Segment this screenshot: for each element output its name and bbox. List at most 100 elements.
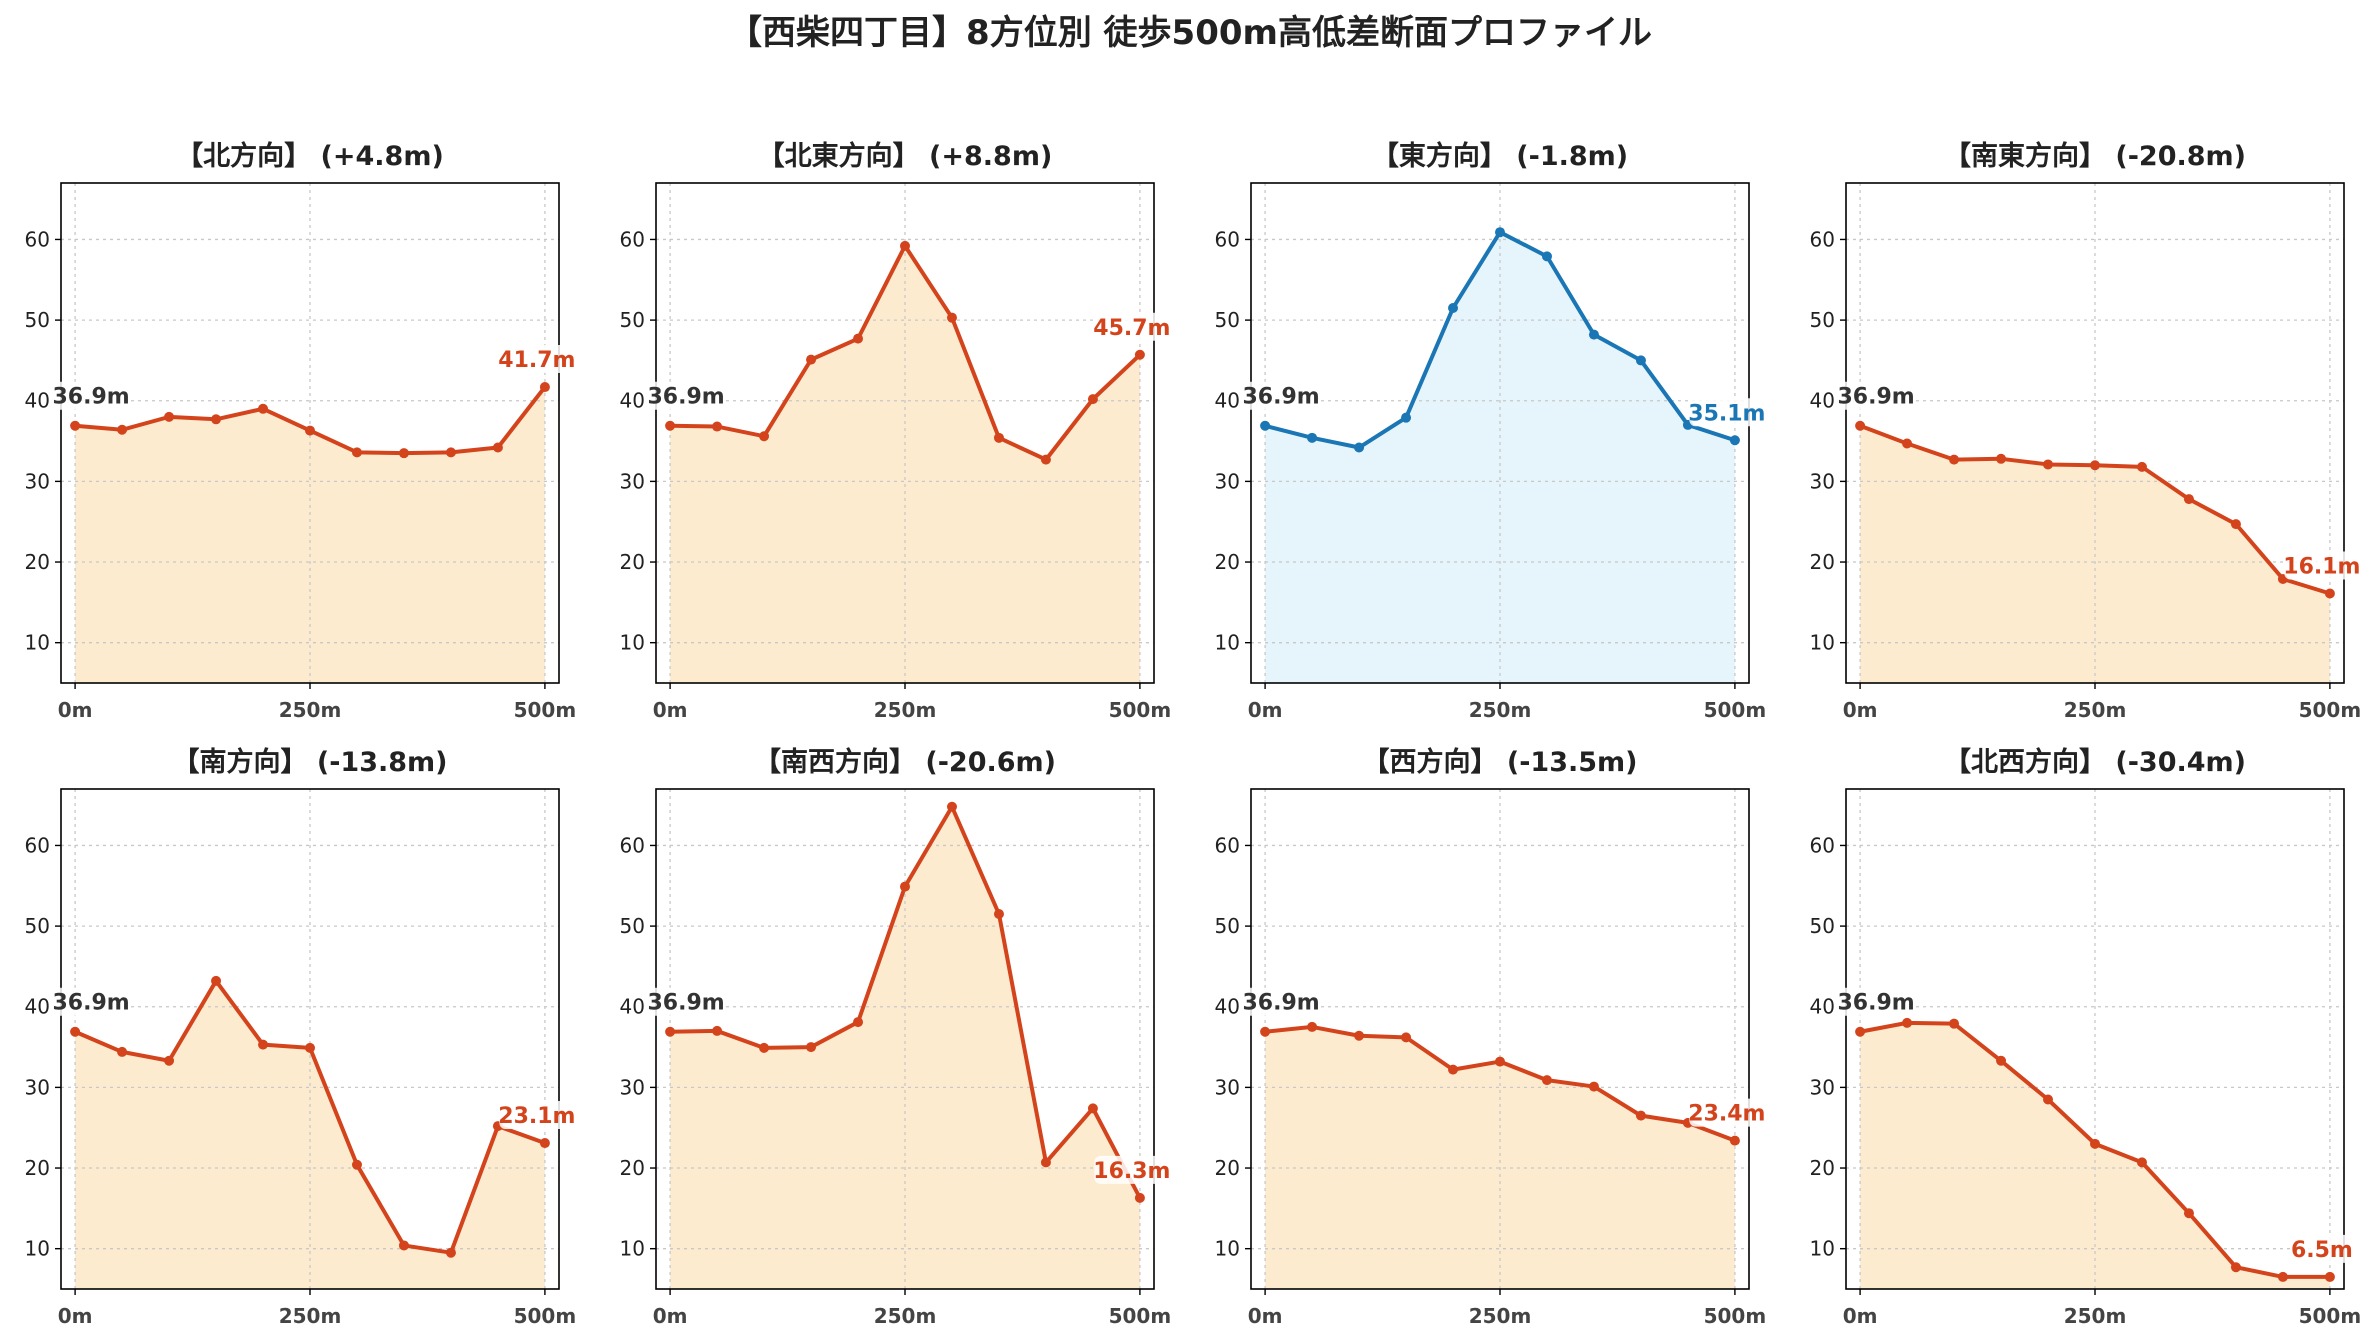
y-tick-label: 20 [1810, 550, 1835, 574]
x-tick-label: 500m [2299, 698, 2362, 722]
profile-point [305, 425, 315, 436]
x-tick-label: 250m [874, 698, 937, 722]
elevation-panel: 【西方向】 (-13.5m) 10 20 30 40 50 60 0m 250m 500m 36.9… [1215, 746, 1767, 1328]
profile-point [1307, 1021, 1318, 1032]
elevation-panel: 【南東方向】 (-20.8m) 10 20 30 40 50 60 0m 250m 500m 36.… [1810, 140, 2362, 722]
profile-point [1588, 1081, 1599, 1092]
profile-point [351, 447, 362, 458]
elevation-panel: 【北東方向】 (+8.8m) 10 20 30 40 50 60 0m 250m 500m 36.9… [620, 140, 1172, 722]
end-label-bg [1689, 1098, 1765, 1127]
start-label-bg [53, 987, 130, 1016]
profile-point [806, 1042, 817, 1053]
end-label-bg [1094, 1155, 1170, 1184]
y-tick-label: 40 [25, 389, 50, 413]
y-tick-label: 50 [25, 914, 50, 938]
start-elevation-label: 36.9m [1837, 385, 1914, 410]
profile-point [946, 801, 957, 812]
profile-point [1448, 1064, 1459, 1075]
x-tick-label: 0m [1843, 1304, 1878, 1328]
y-tick-label: 60 [620, 227, 645, 251]
y-tick-label: 20 [1215, 550, 1240, 574]
figure-title: 【西柴四丁目】8方位別 徒歩500m高低差断面プロファイル [728, 13, 1652, 53]
profile-point [398, 448, 409, 459]
x-tick-label: 500m [1704, 1304, 1767, 1328]
end-elevation-label: 16.3m [1093, 1159, 1170, 1184]
profile-point [1855, 1026, 1866, 1037]
end-label-bg [2284, 551, 2360, 580]
panel-title: 【南東方向】 (-20.8m) [1944, 140, 2246, 172]
profile-point [900, 881, 910, 892]
y-tick-label: 20 [25, 1156, 50, 1180]
profile-point [2090, 1138, 2100, 1149]
profile-point [2324, 588, 2335, 599]
profile-point [1401, 1032, 1412, 1043]
profile-point [2183, 494, 2194, 505]
y-tick-label: 40 [1810, 389, 1835, 413]
panel-title: 【南方向】 (-13.8m) [172, 746, 447, 778]
profile-point [211, 414, 222, 425]
profile-point [665, 1026, 676, 1037]
y-tick-label: 20 [1215, 1156, 1240, 1180]
y-tick-label: 50 [25, 308, 50, 332]
x-tick-label: 250m [2064, 698, 2127, 722]
profile-point [70, 420, 81, 431]
x-tick-label: 500m [514, 1304, 577, 1328]
x-tick-label: 500m [1704, 698, 1767, 722]
profile-point [445, 1247, 456, 1258]
profile-point [665, 420, 676, 431]
x-tick-label: 250m [1469, 698, 1532, 722]
profile-point [900, 240, 910, 251]
y-tick-label: 50 [1215, 914, 1240, 938]
y-tick-label: 30 [1810, 1075, 1835, 1099]
y-tick-label: 10 [25, 1237, 50, 1261]
profile-point [1635, 1110, 1646, 1121]
profile-point [258, 1039, 269, 1050]
y-tick-label: 50 [1810, 914, 1835, 938]
end-elevation-label: 41.7m [498, 348, 575, 373]
start-elevation-label: 36.9m [1242, 385, 1319, 410]
profile-point [1996, 1055, 2007, 1066]
y-tick-label: 50 [620, 914, 645, 938]
profile-point [1354, 1030, 1365, 1041]
y-tick-label: 40 [1215, 995, 1240, 1019]
start-label-bg [1243, 987, 1320, 1016]
profile-point [1902, 438, 1913, 449]
y-tick-label: 40 [620, 995, 645, 1019]
y-tick-label: 50 [620, 308, 645, 332]
profile-point [1588, 329, 1599, 340]
profile-point [853, 333, 864, 344]
start-label-bg [53, 381, 130, 410]
profile-point [2230, 519, 2241, 530]
start-elevation-label: 36.9m [1837, 991, 1914, 1016]
end-label-bg [2290, 1234, 2353, 1263]
profile-point [1495, 1056, 1505, 1067]
end-label-bg [1689, 398, 1765, 427]
y-tick-label: 60 [1810, 227, 1835, 251]
profile-point [993, 432, 1004, 443]
profile-point [2043, 459, 2054, 470]
y-tick-label: 10 [1215, 1237, 1240, 1261]
y-tick-label: 10 [1810, 1237, 1835, 1261]
profile-point [1354, 442, 1365, 453]
y-tick-label: 30 [620, 1075, 645, 1099]
profile-point [492, 442, 503, 453]
y-tick-label: 20 [1810, 1156, 1835, 1180]
profile-point [117, 424, 128, 435]
y-tick-label: 30 [1810, 469, 1835, 493]
y-tick-label: 40 [1810, 995, 1835, 1019]
start-elevation-label: 36.9m [52, 991, 129, 1016]
start-label-bg [1838, 381, 1915, 410]
profile-point [1087, 1103, 1098, 1114]
elevation-panel: 【北西方向】 (-30.4m) 10 20 30 40 50 60 0m 250m 500m 36.… [1810, 746, 2362, 1328]
end-elevation-label: 35.1m [1688, 401, 1765, 426]
x-tick-label: 500m [1109, 1304, 1172, 1328]
x-tick-label: 500m [1109, 698, 1172, 722]
profile-point [1635, 355, 1646, 366]
x-tick-label: 0m [653, 1304, 688, 1328]
panel-title: 【南西方向】 (-20.6m) [754, 746, 1056, 778]
y-tick-label: 20 [620, 550, 645, 574]
start-elevation-label: 36.9m [647, 385, 724, 410]
profile-point [1260, 1026, 1271, 1037]
